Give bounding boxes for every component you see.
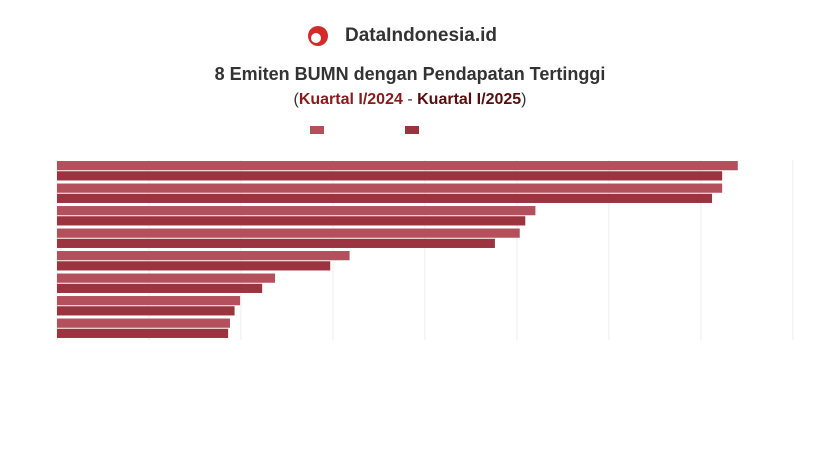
- bar: [57, 228, 520, 238]
- bar: [57, 171, 723, 181]
- chart-title: 8 Emiten BUMN dengan Pendapatan Tertingg…: [215, 64, 606, 84]
- bar: [57, 183, 723, 193]
- subtitle-close: ): [521, 91, 526, 108]
- bar: [57, 193, 713, 203]
- bar: [57, 161, 738, 171]
- bar: [57, 216, 526, 226]
- legend-swatch: [405, 126, 419, 134]
- subtitle-to: Kuartal I/2025: [417, 91, 521, 108]
- subtitle-sep: -: [407, 91, 412, 108]
- bar: [57, 296, 241, 306]
- bar: [57, 283, 263, 293]
- subtitle-open: (: [293, 91, 299, 108]
- legend-swatch: [310, 126, 324, 134]
- bar: [57, 318, 230, 328]
- bar: [57, 306, 235, 316]
- subtitle-from: Kuartal I/2024: [299, 91, 403, 108]
- bar: [57, 206, 536, 216]
- bar: [57, 328, 229, 338]
- bar: [57, 273, 276, 283]
- chart-subtitle: (Kuartal I/2024 - Kuartal I/2025): [293, 91, 526, 108]
- bar: [57, 251, 350, 261]
- bar: [57, 261, 331, 271]
- logo-icon-inner: [311, 33, 321, 43]
- brand: DataIndonesia.id: [345, 25, 497, 46]
- bar: [57, 238, 495, 248]
